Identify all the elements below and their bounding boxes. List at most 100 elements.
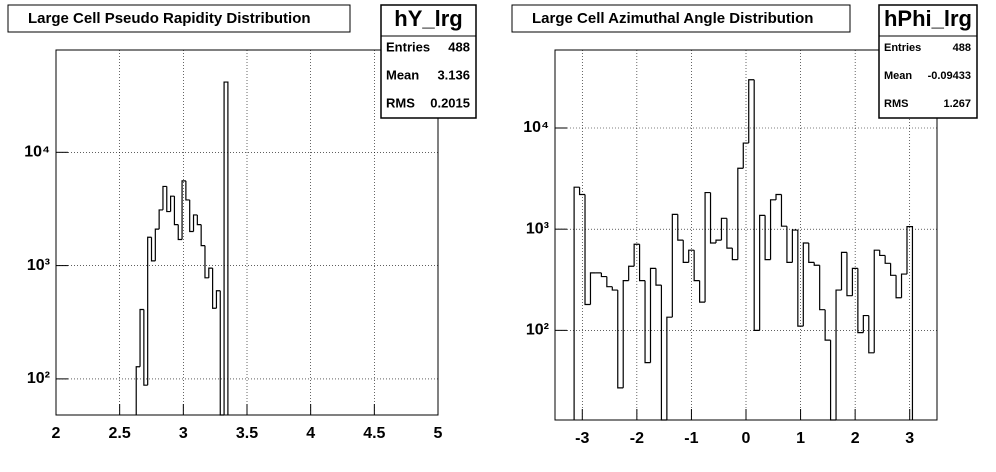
histogram-bin <box>611 286 618 291</box>
histogram-bin <box>890 263 897 276</box>
stats-value: 488 <box>448 39 470 54</box>
histogram-bin <box>135 366 141 415</box>
histogram-bin <box>737 167 744 260</box>
histogram-bin <box>764 215 771 261</box>
histogram-bin <box>158 209 163 230</box>
chart-title: Large Cell Pseudo Rapidity Distribution <box>28 10 311 27</box>
histogram-bin <box>150 237 156 262</box>
stats-label: Mean <box>884 70 912 82</box>
stats-box <box>878 4 978 119</box>
stats-label: RMS <box>884 98 908 110</box>
y-tick-label: 10⁴ <box>523 119 549 136</box>
histogram-bin <box>192 214 198 232</box>
histogram-bin <box>759 214 766 331</box>
histogram-bin <box>819 265 826 311</box>
histogram-bin <box>709 192 716 244</box>
histogram-bin <box>181 180 186 240</box>
stats-value: 1.267 <box>943 98 971 110</box>
stats-label: Entries <box>884 42 921 54</box>
stats-title: hY_lrg <box>394 6 462 31</box>
y-tick-label: 10³ <box>27 257 50 274</box>
histogram-bin <box>868 315 875 354</box>
histogram-bin <box>177 224 183 241</box>
histogram-bin <box>884 255 891 264</box>
histogram-bin <box>185 180 190 201</box>
chart-title: Large Cell Azimuthal Angle Distribution <box>532 10 813 27</box>
histogram-bin <box>813 262 820 266</box>
histogram-bin <box>802 242 809 327</box>
stats-value: 0.2015 <box>430 95 470 110</box>
histogram-bin <box>862 314 869 333</box>
histogram-bin <box>649 267 656 363</box>
plot-frame <box>554 49 938 421</box>
x-tick-label: 2 <box>851 430 860 447</box>
histogram-bin <box>797 230 804 327</box>
histogram-bin <box>879 250 886 257</box>
histogram-bin <box>638 244 646 282</box>
x-tick-label: 2 <box>52 425 61 442</box>
histogram-bin <box>873 249 880 353</box>
histogram-bin <box>628 265 635 281</box>
x-tick-label: 3 <box>179 425 188 442</box>
y-tick-label: 10² <box>526 322 549 339</box>
x-tick-label: -1 <box>684 430 698 447</box>
histogram-bin <box>196 214 202 226</box>
histogram-bin <box>851 267 858 296</box>
y-tick-label: 10² <box>27 370 50 387</box>
histogram-bin <box>666 316 673 420</box>
stats-label: RMS <box>386 95 415 110</box>
histogram-bin <box>173 196 179 226</box>
histogram-bin <box>775 193 782 200</box>
x-tick-label: 1 <box>796 430 805 447</box>
histogram-bin <box>720 217 727 241</box>
histogram-bin <box>748 79 755 144</box>
histogram-bin <box>644 280 651 364</box>
histogram-bin <box>212 268 217 309</box>
histogram-bin <box>208 267 213 278</box>
stats-label: Mean <box>386 67 419 82</box>
histogram-bin <box>840 251 847 291</box>
x-tick-label: -2 <box>630 430 644 447</box>
histogram-bin <box>223 81 229 415</box>
histogram-bin <box>162 185 167 210</box>
histogram-bin <box>786 226 793 263</box>
stats-value: 488 <box>953 42 971 54</box>
histogram-bin <box>742 142 749 169</box>
histogram-bin <box>584 194 591 306</box>
histogram-bin <box>660 285 667 421</box>
histogram-bin <box>835 289 842 420</box>
histogram-bin <box>617 290 624 389</box>
histogram-bin <box>846 252 853 297</box>
histogram-bin <box>166 186 171 213</box>
histogram-bin <box>900 273 907 298</box>
histogram-bin <box>215 290 221 309</box>
x-tick-label: 4.5 <box>363 425 385 442</box>
histogram-bin <box>671 213 678 318</box>
histogram-bin <box>143 309 148 386</box>
histogram-bin <box>606 276 613 288</box>
stats-box <box>380 4 477 119</box>
histogram-bin <box>726 218 733 249</box>
stats-label: Entries <box>386 39 430 54</box>
x-tick-label: 4 <box>306 425 315 442</box>
histogram-bin <box>704 191 711 303</box>
title-box <box>511 4 851 33</box>
histogram-bin <box>753 79 760 331</box>
histogram-bin <box>170 195 175 212</box>
histogram-bin <box>600 272 607 278</box>
histogram-bin <box>688 249 695 263</box>
stats-value: -0.09433 <box>928 70 971 82</box>
histogram-bin <box>731 248 738 261</box>
stats-title: hPhi_lrg <box>884 6 972 31</box>
histogram-bin <box>769 199 777 260</box>
histogram-bin <box>200 224 205 247</box>
histogram-bin <box>791 229 798 263</box>
histogram-bin <box>824 309 831 341</box>
stats-value: 3.136 <box>437 67 470 82</box>
histogram-bin <box>622 280 629 388</box>
y-tick-label: 10³ <box>526 220 549 237</box>
histogram-bin <box>693 250 700 282</box>
histogram-bin <box>829 340 837 421</box>
histogram-bin <box>895 275 902 299</box>
